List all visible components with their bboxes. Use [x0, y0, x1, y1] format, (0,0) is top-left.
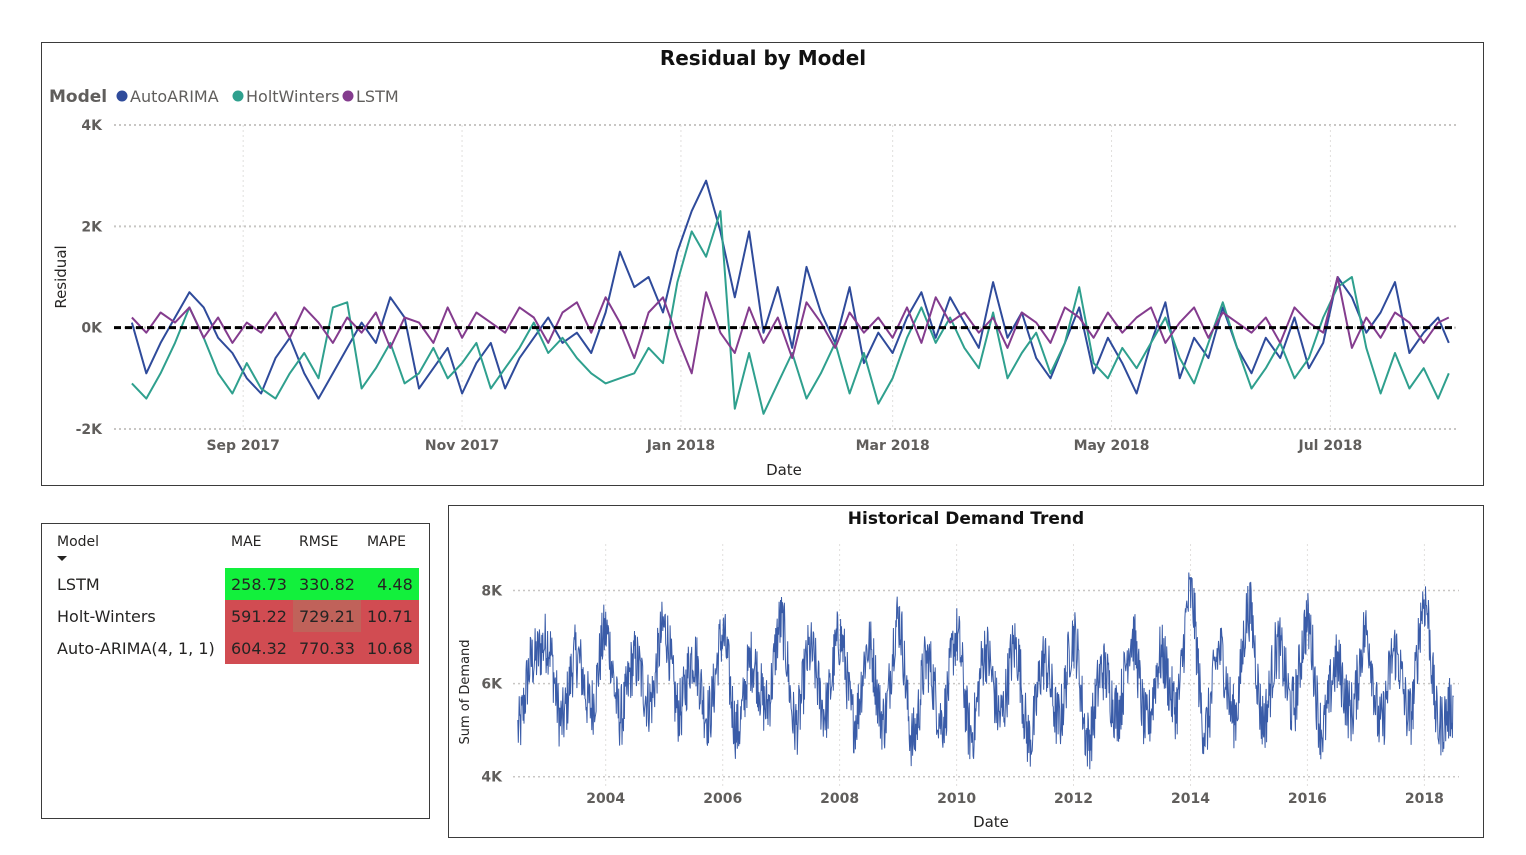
model-cell: LSTM: [57, 574, 100, 594]
chart-title: Residual by Model: [660, 46, 866, 70]
chart-title: Historical Demand Trend: [848, 509, 1084, 529]
table-row[interactable]: LSTM 258.73 330.82 4.48: [51, 568, 419, 600]
y-tick-label: 2K: [81, 219, 103, 235]
column-header-mae[interactable]: MAE: [231, 534, 262, 550]
y-tick-label: 0K: [81, 321, 103, 337]
table-header-row: Model MAE RMSE MAPE: [51, 534, 419, 568]
legend-entry-holtwinters[interactable]: HoltWinters: [246, 87, 340, 106]
x-tick-label: 2012: [1054, 791, 1093, 807]
legend-marker-holtwinters[interactable]: [232, 90, 244, 102]
column-header-rmse[interactable]: RMSE: [298, 534, 339, 550]
legend-marker-lstm[interactable]: [342, 90, 354, 102]
x-axis-title: Date: [973, 813, 1009, 831]
x-tick-label: Jul 2018: [1297, 438, 1362, 454]
x-tick-label: May 2018: [1074, 438, 1150, 454]
x-tick-label: 2006: [703, 791, 742, 807]
legend[interactable]: Model AutoARIMA HoltWinters LSTM: [49, 87, 399, 107]
series-line-sum-of-demand[interactable]: [517, 572, 1454, 770]
y-axis-title: Sum of Demand: [458, 639, 473, 744]
model-cell: Auto-ARIMA(4, 1, 1): [57, 638, 215, 658]
x-tick-label: 2004: [586, 791, 625, 807]
mae-cell: 591.22: [225, 600, 293, 632]
x-tick-label: 2014: [1171, 791, 1210, 807]
x-tick-label: Mar 2018: [856, 438, 930, 454]
metrics-table-panel: Model MAE RMSE MAPE LSTM 258.73 330.82 4.48…: [41, 523, 430, 819]
residual-chart: Residual by Model Model AutoARIMA HoltWint…: [49, 46, 1456, 479]
rmse-cell: 729.21: [292, 600, 361, 632]
y-tick-label: 6K: [481, 677, 503, 693]
series-line-lstm[interactable]: [131, 276, 1450, 375]
column-header-model[interactable]: Model: [51, 534, 225, 568]
x-tick-label: 2010: [937, 791, 976, 807]
x-tick-label: Jan 2018: [646, 438, 715, 454]
mape-cell: 10.68: [360, 632, 419, 664]
x-tick-label: Nov 2017: [425, 438, 499, 454]
metrics-table: Model MAE RMSE MAPE LSTM 258.73 330.82 4.48…: [51, 534, 419, 664]
residual-chart-panel: Residual by Model Model AutoARIMA HoltWint…: [41, 42, 1484, 486]
rmse-cell: 330.82: [292, 568, 361, 600]
legend-title: Model: [49, 87, 107, 107]
legend-entry-autoarima[interactable]: AutoARIMA: [130, 87, 219, 106]
x-tick-label: 2008: [820, 791, 859, 807]
legend-marker-autoarima[interactable]: [116, 90, 128, 102]
y-axis-title: Residual: [52, 245, 70, 308]
y-tick-label: 4K: [81, 118, 103, 134]
x-tick-label: 2018: [1405, 791, 1444, 807]
mape-cell: 4.48: [360, 568, 419, 600]
series-line-holtwinters[interactable]: [131, 210, 1450, 415]
table-row[interactable]: Auto-ARIMA(4, 1, 1) 604.32 770.33 10.68: [51, 632, 419, 664]
y-tick-label: 8K: [481, 584, 503, 600]
legend-entry-lstm[interactable]: LSTM: [356, 87, 399, 106]
mae-cell: 604.32: [225, 632, 293, 664]
x-axis-title: Date: [766, 461, 802, 479]
mae-cell: 258.73: [225, 568, 293, 600]
x-tick-label: 2016: [1288, 791, 1327, 807]
y-tick-label: 4K: [481, 770, 503, 786]
model-cell: Holt-Winters: [57, 606, 156, 626]
mape-cell: 10.71: [360, 600, 419, 632]
demand-chart-panel: Historical Demand Trend 2004 2006 2008 2010…: [448, 505, 1484, 838]
series-line-autoarima[interactable]: [130, 179, 1450, 400]
demand-chart: Historical Demand Trend 2004 2006 2008 2010…: [458, 509, 1459, 831]
table-row[interactable]: Holt-Winters 591.22 729.21 10.71: [51, 600, 419, 632]
rmse-cell: 770.33: [292, 632, 361, 664]
column-header-mape[interactable]: MAPE: [366, 534, 406, 550]
x-tick-label: Sep 2017: [206, 438, 279, 454]
y-tick-label: -2K: [76, 422, 104, 438]
sort-descending-icon[interactable]: [57, 556, 67, 561]
